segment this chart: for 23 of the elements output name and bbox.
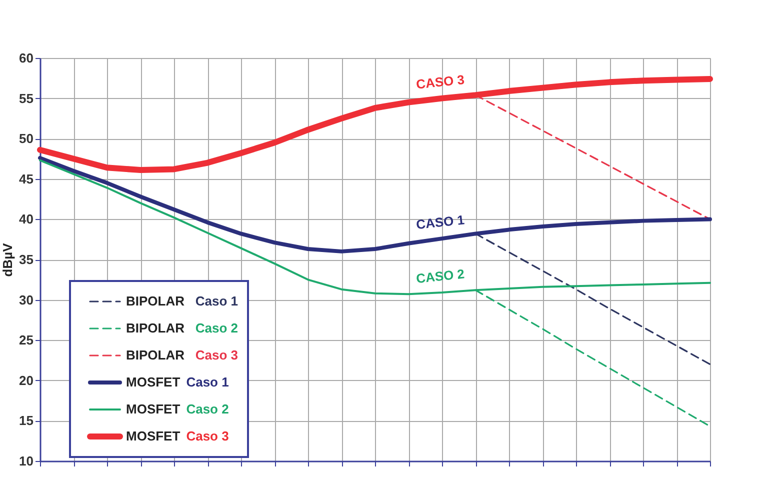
y-tick-label: 50 <box>19 131 34 146</box>
legend-label: MOSFET Caso 2 <box>126 402 229 416</box>
y-tick-label: 30 <box>19 292 34 308</box>
annotation: CASO 3 <box>415 72 466 92</box>
y-tick-label: 20 <box>19 372 34 388</box>
y-tick-label: 35 <box>19 252 34 267</box>
y-tick-label: 55 <box>19 90 34 106</box>
legend-label: BIPOLAR Caso 1 <box>126 294 238 308</box>
legend-label: MOSFET Caso 3 <box>126 428 229 444</box>
legend-label: BIPOLAR Caso 2 <box>126 320 238 336</box>
line-series <box>474 232 711 366</box>
y-tick-label: 15 <box>19 413 34 428</box>
y-tick-label: 45 <box>19 171 34 186</box>
annotation: CASO 1 <box>415 212 466 232</box>
annotation: CASO 2 <box>415 266 466 286</box>
y-axis-title: dBµV <box>0 242 16 277</box>
y-tick-label: 25 <box>19 332 34 348</box>
legend-label: BIPOLAR Caso 3 <box>126 348 238 362</box>
y-tick-label: 60 <box>19 50 34 66</box>
y-tick-label: 10 <box>19 454 34 468</box>
y-tick-label: 40 <box>19 212 34 227</box>
legend-label: MOSFET Caso 1 <box>126 374 229 390</box>
line-series <box>38 156 712 254</box>
